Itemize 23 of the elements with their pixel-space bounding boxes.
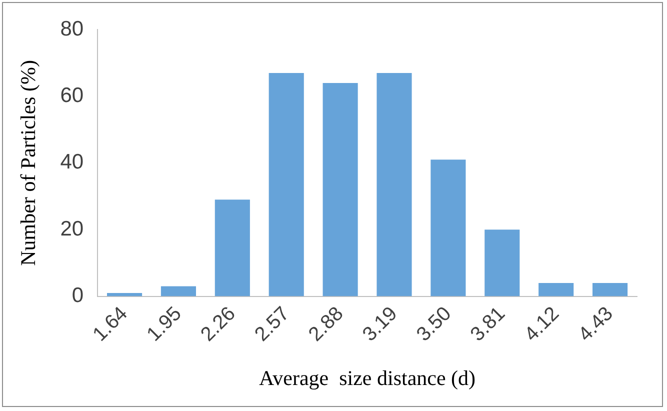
x-tick-label: 4.43 (574, 302, 618, 346)
y-tick-label: 60 (60, 84, 84, 108)
bar (214, 200, 250, 296)
bar (268, 72, 304, 296)
y-tick-label: 80 (60, 17, 84, 40)
y-axis-title: Number of Particles (%) (16, 60, 40, 266)
x-tick-label: 3.81 (466, 302, 510, 346)
bar (107, 292, 142, 296)
bar (376, 72, 412, 296)
y-tick-label: 20 (60, 217, 84, 240)
x-tick-label: 1.64 (88, 302, 132, 346)
y-tick-label: 40 (60, 150, 84, 174)
bar (592, 282, 628, 296)
x-tick-label: 3.19 (358, 302, 402, 346)
x-tick-label: 4.12 (520, 302, 564, 346)
x-axis-title: Average size distance (d) (259, 366, 476, 390)
bar (160, 286, 196, 296)
x-tick-label: 3.50 (412, 302, 456, 346)
y-tick-label: 0 (72, 284, 84, 308)
bar (322, 82, 358, 296)
bar (430, 160, 466, 296)
bar (538, 282, 574, 296)
bar (484, 230, 520, 296)
